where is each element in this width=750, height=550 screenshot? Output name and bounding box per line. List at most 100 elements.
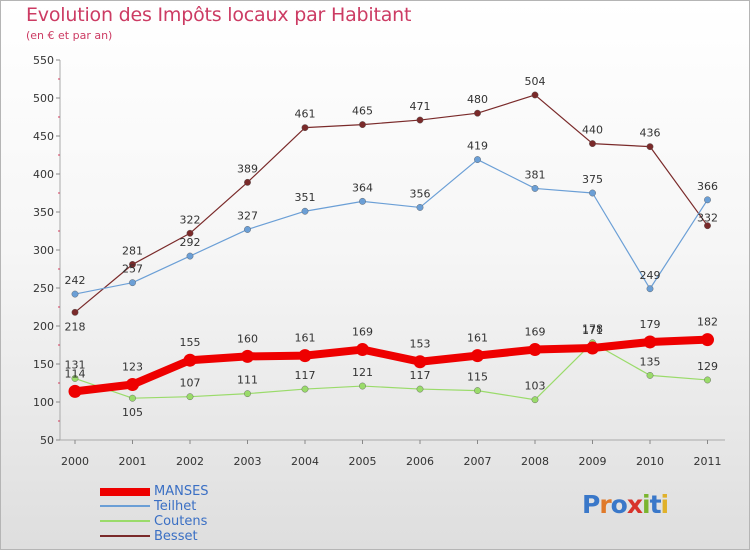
point-coutens [416, 385, 424, 393]
logo-letter: i [642, 490, 651, 519]
point-besset [129, 261, 136, 268]
axes: 550 500 450 400 350 300 250 200 150 100 50 2000 2001… [33, 54, 725, 468]
point-manses [471, 349, 484, 363]
point-teilhet [244, 226, 251, 233]
data-label-besset: 440 [582, 124, 603, 137]
series-line-manses [74, 335, 708, 396]
y-tick-label: 100 [33, 396, 54, 409]
data-label-manses: 161 [467, 332, 488, 345]
data-label-teilhet: 351 [295, 191, 316, 204]
legend-label-manses: MANSES [154, 484, 209, 499]
x-tick-label: 2004 [291, 455, 319, 468]
data-label-coutens: 107 [180, 377, 201, 390]
data-label-besset: 281 [122, 244, 143, 257]
logo-letter: r [599, 490, 611, 519]
data-label-besset: 504 [525, 75, 546, 88]
legend-swatch-coutens [100, 520, 150, 522]
data-label-teilhet: 327 [237, 209, 258, 222]
data-label-manses: 182 [697, 316, 718, 329]
legend-swatch-teilhet [100, 505, 150, 507]
point-besset [531, 91, 539, 99]
data-label-manses: 155 [180, 336, 201, 349]
point-coutens [646, 371, 654, 379]
legend-swatch-besset [100, 535, 150, 537]
data-label-coutens: 129 [697, 360, 718, 373]
data-label-coutens: 121 [352, 366, 373, 379]
data-label-coutens: 131 [65, 358, 86, 371]
point-besset [244, 178, 251, 186]
point-coutens [186, 393, 194, 401]
y-tick-label: 450 [33, 130, 54, 143]
x-tick-label: 2001 [119, 455, 147, 468]
data-label-teilhet: 257 [122, 263, 143, 276]
data-label-teilhet: 292 [180, 236, 201, 249]
x-tick-label: 2009 [579, 455, 607, 468]
logo-letter: t [649, 490, 662, 519]
point-manses [356, 343, 369, 357]
y-tick-label: 350 [33, 206, 54, 219]
point-teilhet [416, 204, 424, 211]
logo-letter: x [626, 490, 643, 519]
legend-item-coutens: Coutens [100, 514, 300, 529]
point-teilhet [301, 207, 309, 215]
x-tick-label: 2007 [464, 455, 492, 468]
y-tick-label: 50 [40, 434, 54, 447]
point-besset [416, 116, 424, 124]
data-label-teilhet: 366 [697, 180, 718, 193]
legend-item-teilhet: Teilhet [100, 499, 300, 514]
data-label-coutens: 111 [237, 374, 258, 387]
data-label-besset: 480 [467, 93, 488, 106]
data-label-teilhet: 249 [640, 269, 661, 282]
x-tick-label: 2010 [636, 455, 664, 468]
data-label-teilhet: 364 [352, 181, 373, 194]
data-label-besset: 465 [352, 105, 373, 118]
point-manses [183, 353, 197, 367]
point-manses [298, 349, 312, 363]
point-besset [646, 143, 654, 151]
legend-item-besset: Besset [100, 529, 300, 544]
data-label-besset: 389 [237, 162, 258, 175]
point-coutens [531, 396, 539, 404]
data-label-coutens: 115 [467, 371, 488, 384]
data-label-teilhet: 242 [65, 274, 86, 287]
point-teilhet [646, 285, 654, 293]
point-coutens [71, 375, 79, 382]
logo-letter: i [660, 490, 670, 519]
point-besset [186, 229, 194, 237]
legend-label-coutens: Coutens [154, 514, 208, 529]
data-label-besset: 461 [295, 108, 316, 121]
point-teilhet [186, 252, 194, 260]
series-layer [68, 91, 714, 404]
point-teilhet [359, 197, 366, 205]
data-label-manses: 123 [122, 361, 143, 374]
point-besset [301, 124, 309, 132]
point-manses [413, 355, 427, 369]
proxiti-logo: Proxiti [582, 490, 670, 519]
data-label-teilhet: 419 [467, 140, 488, 153]
data-label-manses: 169 [525, 326, 546, 339]
legend-label-teilhet: Teilhet [154, 499, 197, 514]
point-besset [71, 308, 79, 316]
data-label-manses: 179 [640, 318, 661, 331]
point-manses [586, 341, 599, 355]
chart-subtitle: (en € et par an) [26, 29, 113, 42]
y-tick-label: 300 [33, 244, 54, 257]
data-label-coutens: 117 [295, 369, 316, 382]
data-label-besset: 322 [180, 213, 201, 226]
y-tick-label: 150 [33, 358, 54, 371]
point-manses [528, 343, 542, 357]
data-label-manses: 114 [65, 367, 86, 380]
data-label-coutens: 135 [640, 355, 661, 368]
x-tick-label: 2003 [234, 455, 262, 468]
data-label-manses: 160 [237, 332, 258, 345]
point-teilhet [71, 290, 79, 298]
x-tick-label: 2000 [61, 455, 89, 468]
point-teilhet [531, 185, 539, 192]
chart-title: Evolution des Impôts locaux par Habitant [26, 4, 412, 26]
data-label-besset: 436 [640, 127, 661, 140]
x-tick-label: 2008 [521, 455, 549, 468]
point-manses [126, 378, 139, 392]
data-label-teilhet: 356 [410, 187, 431, 200]
